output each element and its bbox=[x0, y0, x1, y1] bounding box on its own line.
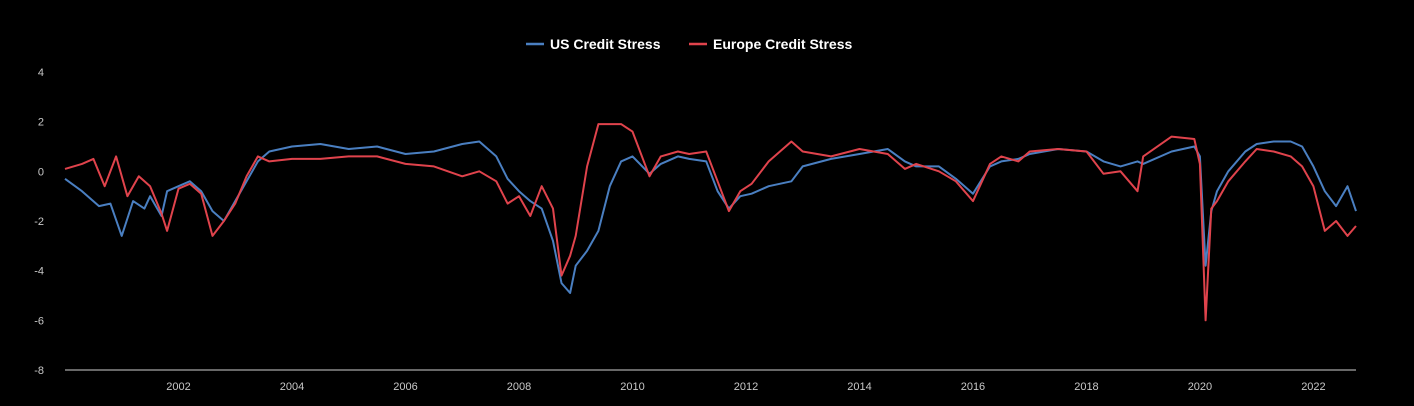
y-tick-label: -4 bbox=[34, 266, 44, 278]
y-tick-label: -8 bbox=[34, 365, 44, 377]
x-tick-label: 2020 bbox=[1188, 381, 1212, 393]
y-axis: 4 2 0 -2 -4 -6 -8 bbox=[34, 67, 44, 377]
x-tick-label: 2022 bbox=[1301, 381, 1325, 393]
series-layer bbox=[64, 123, 1357, 322]
x-tick-label: 2004 bbox=[280, 381, 304, 393]
series-line-europe-credit-stress bbox=[64, 123, 1357, 322]
x-tick-label: 2012 bbox=[734, 381, 758, 393]
chart-legend[interactable]: US Credit Stress Europe Credit Stress bbox=[526, 36, 852, 52]
x-tick-label: 2018 bbox=[1074, 381, 1098, 393]
legend-label-us: US Credit Stress bbox=[550, 36, 661, 52]
x-tick-label: 2002 bbox=[166, 381, 190, 393]
x-axis: 2002 2004 2006 2008 2010 2012 2014 2016 … bbox=[166, 381, 1325, 393]
legend-label-europe: Europe Credit Stress bbox=[713, 36, 852, 52]
y-tick-label: 4 bbox=[38, 67, 44, 79]
x-tick-label: 2014 bbox=[847, 381, 871, 393]
y-tick-label: -2 bbox=[34, 216, 44, 228]
y-tick-label: 2 bbox=[38, 117, 44, 129]
x-tick-label: 2016 bbox=[961, 381, 985, 393]
y-tick-label: -6 bbox=[34, 315, 44, 327]
x-tick-label: 2006 bbox=[393, 381, 417, 393]
x-tick-label: 2010 bbox=[620, 381, 644, 393]
y-tick-label: 0 bbox=[38, 166, 44, 178]
x-tick-label: 2008 bbox=[507, 381, 531, 393]
